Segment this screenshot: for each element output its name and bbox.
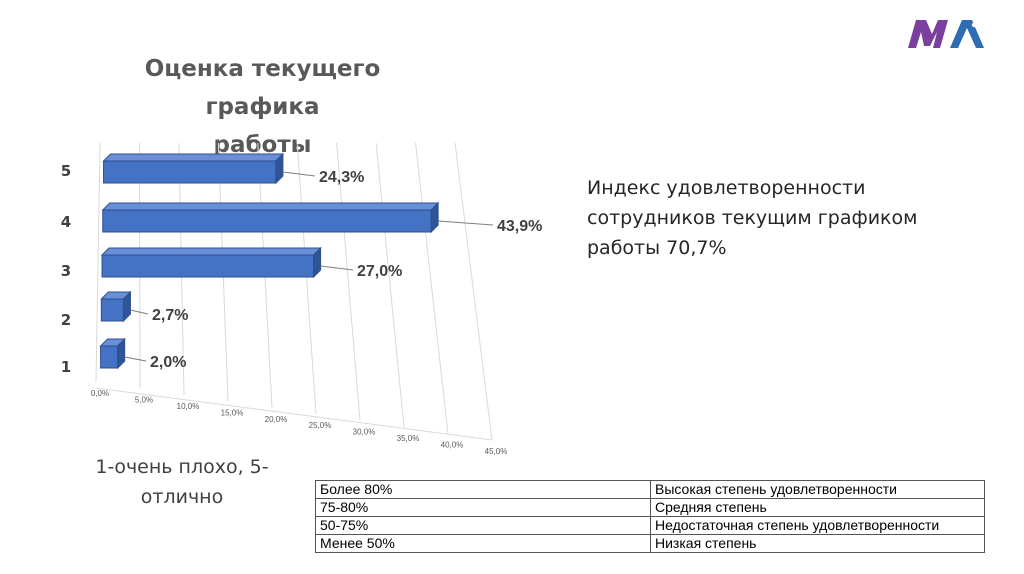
category-label-5: 5 (61, 162, 71, 180)
bar-side-5 (275, 152, 284, 185)
category-label-3: 3 (61, 262, 71, 280)
x-axis-line (95, 387, 493, 441)
bar-top-3 (100, 247, 322, 256)
category-label-1: 1 (61, 358, 71, 376)
bar-top-4 (101, 202, 440, 211)
gridline (95, 142, 101, 383)
gridline (296, 142, 317, 415)
legend-row: 75-80% Средняя степень (315, 498, 985, 517)
bar-side-4 (430, 201, 439, 234)
bar-2 (100, 298, 124, 322)
legend-range: Более 80% (315, 480, 651, 499)
data-label-5: 24,3% (319, 169, 364, 186)
data-label-leader (282, 171, 316, 177)
bar-side-3 (313, 246, 322, 279)
data-label-leader (438, 220, 494, 226)
x-tick-label: 35,0% (397, 434, 420, 443)
satisfaction-index: Индекс удовлетворенности сотрудников тек… (587, 173, 977, 263)
legend-row: 50-75% Недостаточная степень удовлетворен… (315, 516, 985, 535)
legend-description: Средняя степень (650, 498, 985, 517)
data-label-leader (320, 265, 354, 271)
bar-side-1 (117, 337, 126, 370)
data-label-1: 2,0% (150, 354, 186, 371)
legend-description: Низкая степень (650, 534, 985, 553)
gridline (454, 142, 493, 441)
legend-row: Более 80% Высокая степень удовлетвореннос… (315, 480, 985, 499)
legend-table: Более 80% Высокая степень удовлетвореннос… (315, 480, 985, 553)
data-label-3: 27,0% (357, 263, 402, 280)
legend-row: Менее 50% Низкая степень (315, 534, 985, 553)
data-label-4: 43,9% (497, 218, 542, 235)
chart-title: Оценка текущего графика работы (90, 50, 435, 164)
x-tick-label: 20,0% (265, 415, 288, 424)
bar-5 (103, 160, 277, 184)
scale-note: 1-очень плохо, 5-отлично (95, 456, 269, 508)
bar-3 (101, 254, 315, 278)
x-tick-label: 5,0% (135, 395, 153, 404)
legend-range: 75-80% (315, 498, 651, 517)
data-label-leader (124, 356, 147, 362)
satisfaction-index-label: Индекс удовлетворенности сотрудников тек… (587, 177, 918, 259)
x-tick-label: 0,0% (91, 389, 109, 398)
category-label-2: 2 (61, 311, 71, 329)
legend-range: 50-75% (315, 516, 651, 535)
gridline (375, 142, 405, 428)
x-tick-label: 30,0% (353, 428, 376, 437)
x-tick-label: 40,0% (441, 441, 464, 450)
data-label-leader (130, 309, 149, 315)
legend-description: Высокая степень удовлетворенности (650, 480, 985, 499)
x-tick-label: 25,0% (309, 421, 332, 430)
bar-4 (102, 209, 432, 233)
legend-range: Менее 50% (315, 534, 651, 553)
category-label-4: 4 (61, 213, 71, 231)
bar-1 (100, 345, 119, 369)
x-tick-label: 15,0% (221, 408, 244, 417)
legend-description: Недостаточная степень удовлетворенности (650, 516, 985, 535)
x-tick-label: 45,0% (485, 447, 508, 456)
gridline (415, 142, 449, 434)
bar-side-2 (122, 290, 131, 323)
data-label-2: 2,7% (152, 307, 188, 324)
chart-title-line-1: Оценка текущего графика (144, 56, 381, 120)
x-tick-label: 10,0% (177, 402, 200, 411)
satisfaction-index-value: 70,7% (666, 237, 727, 259)
gridline (336, 142, 361, 421)
bar-chart: 0,0% 5,0% 10,0% 15,0% 20,0% 25,0% 30,0% 35,0% 40… (61, 142, 542, 456)
bar-top-5 (102, 153, 285, 162)
brand-logo (908, 20, 984, 48)
